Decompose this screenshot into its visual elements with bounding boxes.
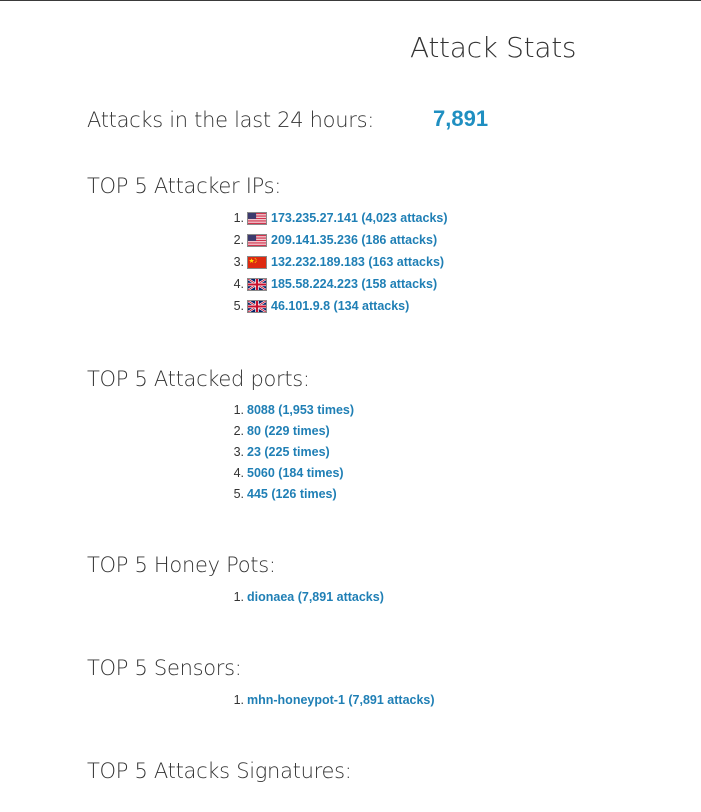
section-heading-sensors: TOP 5 Sensors: bbox=[87, 656, 242, 680]
honey-pots-list: 1. dionaea (7,891 attacks) bbox=[229, 587, 384, 608]
list-number: 3. bbox=[233, 255, 244, 269]
gb-flag-icon bbox=[247, 277, 267, 291]
port-link[interactable]: 80 (229 times) bbox=[247, 424, 330, 438]
section-heading-attack-signatures: TOP 5 Attacks Signatures: bbox=[87, 759, 352, 783]
section-heading-attacked-ports: TOP 5 Attacked ports: bbox=[87, 367, 310, 391]
port-link[interactable]: 23 (225 times) bbox=[247, 445, 330, 459]
list-number: 1. bbox=[233, 403, 244, 417]
list-item: 4. 185.58.224.223 (158 attacks) bbox=[229, 273, 448, 295]
list-item: 1. 173.235.27.141 (4,023 attacks) bbox=[229, 207, 448, 229]
list-item: 1. dionaea (7,891 attacks) bbox=[229, 587, 384, 608]
honeypot-link[interactable]: dionaea (7,891 attacks) bbox=[247, 590, 384, 604]
attacker-ip-link[interactable]: 132.232.189.183 (163 attacks) bbox=[271, 255, 445, 269]
us-flag-icon bbox=[247, 211, 267, 225]
attacker-ips-list: 1. 173.235.27.141 (4,023 attacks) 2. 209… bbox=[229, 207, 448, 317]
list-number: 5. bbox=[233, 299, 244, 313]
port-link[interactable]: 445 (126 times) bbox=[247, 487, 337, 501]
list-item: 5. 46.101.9.8 (134 attacks) bbox=[229, 295, 448, 317]
attacker-ip-link[interactable]: 209.141.35.236 (186 attacks) bbox=[271, 233, 438, 247]
attacked-ports-list: 1. 8088 (1,953 times) 2. 80 (229 times) … bbox=[229, 400, 354, 505]
list-number: 2. bbox=[233, 424, 244, 438]
list-number: 1. bbox=[233, 693, 244, 707]
gb-flag-icon bbox=[247, 299, 267, 313]
port-link[interactable]: 5060 (184 times) bbox=[247, 466, 344, 480]
list-number: 5. bbox=[233, 487, 244, 501]
list-item: 2. 209.141.35.236 (186 attacks) bbox=[229, 229, 448, 251]
us-flag-icon bbox=[247, 233, 267, 247]
list-number: 1. bbox=[233, 590, 244, 604]
list-number: 4. bbox=[233, 277, 244, 291]
sensor-link[interactable]: mhn-honeypot-1 (7,891 attacks) bbox=[247, 693, 435, 707]
list-item: 3. 23 (225 times) bbox=[229, 442, 354, 463]
attacks-24h-count: 7,891 bbox=[433, 106, 489, 131]
attacker-ip-link[interactable]: 173.235.27.141 (4,023 attacks) bbox=[271, 211, 448, 225]
top-border bbox=[0, 0, 701, 1]
section-heading-honey-pots: TOP 5 Honey Pots: bbox=[87, 553, 276, 577]
attacker-ip-link[interactable]: 185.58.224.223 (158 attacks) bbox=[271, 277, 438, 291]
list-item: 1. 8088 (1,953 times) bbox=[229, 400, 354, 421]
attacks-24h-label: Attacks in the last 24 hours: bbox=[87, 108, 374, 132]
list-number: 3. bbox=[233, 445, 244, 459]
list-number: 1. bbox=[233, 211, 244, 225]
list-item: 5. 445 (126 times) bbox=[229, 484, 354, 505]
list-item: 1. mhn-honeypot-1 (7,891 attacks) bbox=[229, 690, 435, 711]
sensors-list: 1. mhn-honeypot-1 (7,891 attacks) bbox=[229, 690, 435, 711]
list-item: 4. 5060 (184 times) bbox=[229, 463, 354, 484]
attacker-ip-link[interactable]: 46.101.9.8 (134 attacks) bbox=[271, 299, 410, 313]
list-number: 4. bbox=[233, 466, 244, 480]
list-number: 2. bbox=[233, 233, 244, 247]
port-link[interactable]: 8088 (1,953 times) bbox=[247, 403, 355, 417]
page-title: Attack Stats bbox=[410, 31, 577, 64]
list-item: 2. 80 (229 times) bbox=[229, 421, 354, 442]
list-item: 3. 132.232.189.183 (163 attacks) bbox=[229, 251, 448, 273]
cn-flag-icon bbox=[247, 255, 267, 269]
section-heading-attacker-ips: TOP 5 Attacker IPs: bbox=[87, 174, 282, 198]
